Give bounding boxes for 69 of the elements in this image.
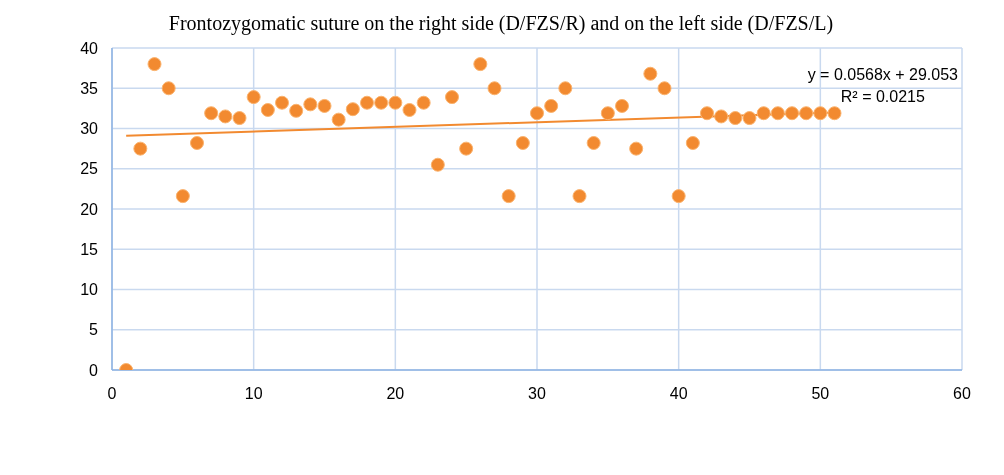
- y-tick-label: 5: [89, 321, 99, 339]
- y-tick-label: 0: [89, 361, 99, 379]
- point: [317, 98, 332, 113]
- point: [657, 81, 672, 96]
- point: [671, 189, 686, 204]
- point: [246, 90, 261, 105]
- point: [360, 95, 374, 110]
- point: [530, 106, 544, 121]
- point: [572, 189, 587, 204]
- point: [600, 106, 615, 121]
- point: [515, 135, 530, 150]
- y-tick-label: 30: [80, 120, 99, 138]
- point: [204, 106, 219, 121]
- chart-title: Frontozygomatic suture on the right side (D/FZS/R) and on the left side (D/FZS/L): [167, 12, 835, 35]
- point: [190, 135, 204, 150]
- point: [685, 135, 700, 150]
- y-tick-label: 40: [80, 39, 99, 57]
- annotation: y = 0.0568x + 29.053: [807, 65, 958, 85]
- point: [289, 103, 304, 118]
- x-tick-label: 10: [244, 385, 263, 403]
- point: [615, 98, 629, 113]
- point: [473, 57, 488, 72]
- y-tick-label: 25: [80, 160, 99, 178]
- x-tick-label: 20: [386, 385, 405, 403]
- point: [388, 95, 403, 110]
- point: [459, 141, 474, 156]
- point: [175, 189, 190, 204]
- point: [331, 112, 346, 127]
- point: [728, 111, 743, 126]
- point: [813, 106, 828, 121]
- y-tick-label: 15: [80, 240, 99, 258]
- point: [161, 81, 176, 96]
- point: [558, 81, 573, 96]
- point: [643, 66, 658, 81]
- annotation: R² = 0.0215: [839, 87, 926, 107]
- point: [374, 95, 389, 110]
- point: [629, 141, 644, 156]
- y-tick-label: 20: [80, 200, 99, 218]
- point: [742, 111, 757, 126]
- x-tick-label: 60: [953, 385, 971, 403]
- point: [232, 111, 247, 126]
- y-tick-label: 10: [80, 281, 99, 299]
- x-tick-label: 0: [107, 385, 117, 403]
- point: [416, 95, 431, 110]
- point: [445, 90, 459, 105]
- x-tick-label: 50: [811, 385, 830, 403]
- x-tick-label: 40: [669, 385, 688, 403]
- point: [799, 106, 814, 121]
- point: [586, 135, 601, 150]
- point: [700, 106, 714, 121]
- point: [303, 97, 318, 112]
- point: [147, 57, 162, 72]
- point: [402, 102, 417, 117]
- point: [785, 106, 799, 121]
- point: [430, 157, 445, 172]
- point: [770, 106, 785, 121]
- point: [218, 109, 233, 124]
- point: [827, 106, 842, 121]
- point: [501, 189, 516, 204]
- point: [714, 109, 729, 124]
- point: [487, 81, 502, 96]
- point: [275, 95, 289, 110]
- point: [260, 102, 275, 117]
- point: [133, 141, 148, 156]
- x-tick-label: 30: [528, 385, 546, 403]
- y-tick-label: 35: [80, 79, 99, 97]
- point: [345, 102, 360, 117]
- point: [544, 98, 559, 113]
- point: [756, 106, 771, 121]
